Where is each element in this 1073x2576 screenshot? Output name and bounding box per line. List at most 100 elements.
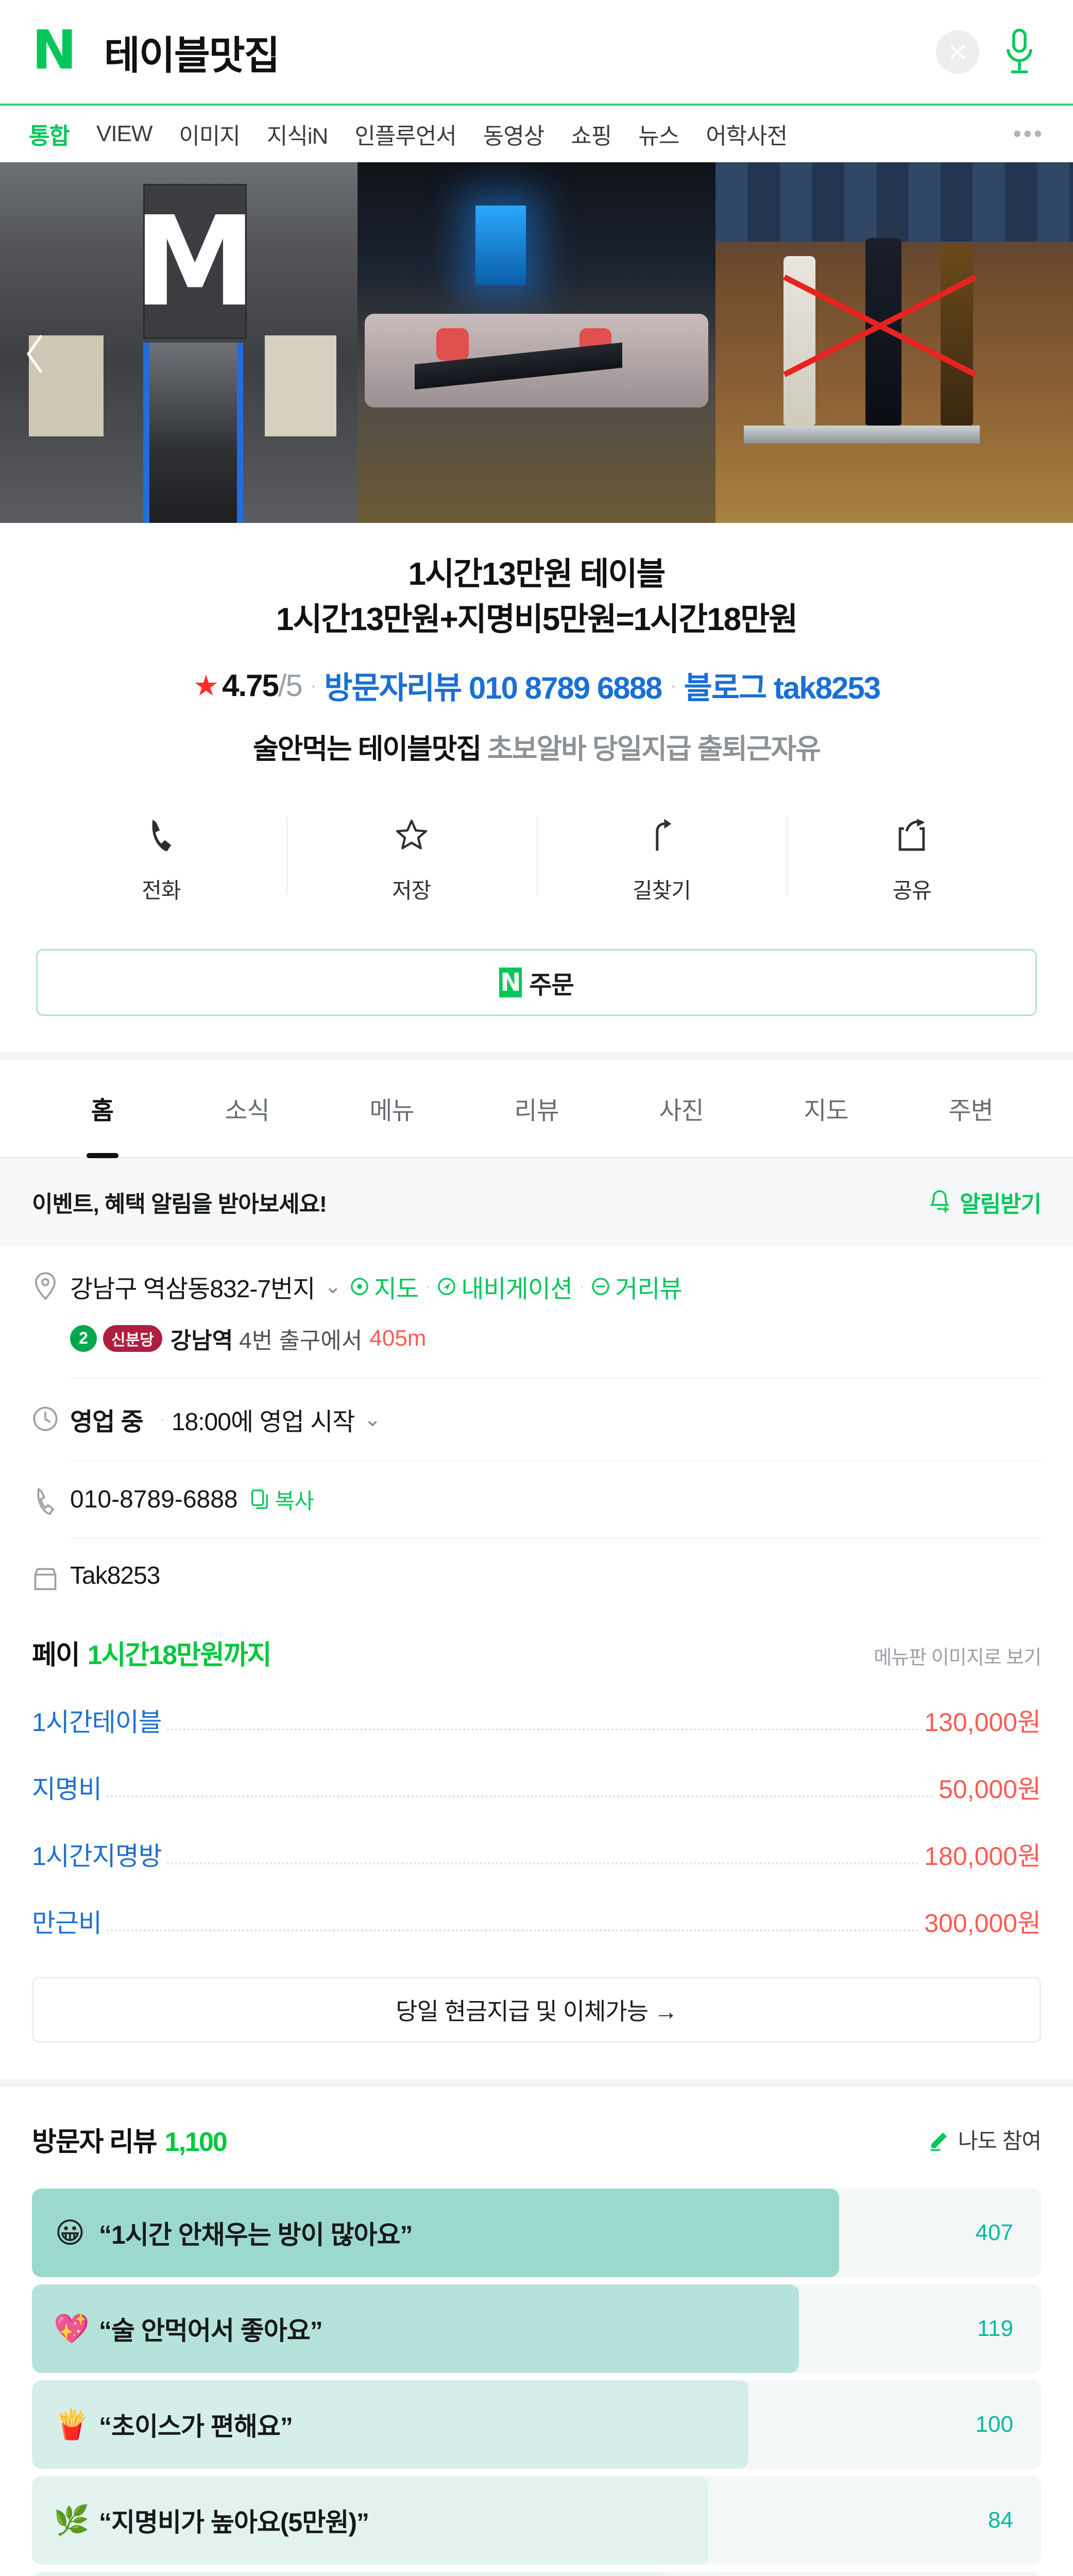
same-day-cash-button[interactable]: 당일 현금지급 및 이체가능 → <box>32 1976 1041 2043</box>
star-icon: ★ <box>193 669 219 702</box>
tab-home[interactable]: 홈 <box>30 1060 175 1157</box>
more-tabs-button[interactable]: ••• <box>1013 120 1044 147</box>
action-button-row: 전화 저장 길찾기 공유 <box>0 801 1073 910</box>
call-button[interactable]: 전화 <box>36 801 286 910</box>
gallery-photo-1[interactable] <box>0 162 358 523</box>
keyword-bar-fill <box>32 2380 748 2469</box>
keyword-text: “초이스가 편해요” <box>99 2412 293 2441</box>
tab-dictionary[interactable]: 어학사전 <box>706 123 788 149</box>
row-divider <box>70 1460 1041 1461</box>
visitor-review-label: 방문자 리뷰 <box>32 2127 158 2157</box>
place-info-list: 강남구 역삼동832-7번지 ⌄ 지도 · 내비게이션 · 거리뷰 2 <box>0 1246 1073 1596</box>
save-button-label: 저장 <box>391 878 431 903</box>
gallery-photo-2[interactable] <box>357 162 716 523</box>
separator-dot: · <box>670 674 676 697</box>
naver-logo[interactable]: N <box>32 18 77 81</box>
map-link[interactable]: 지도 <box>350 1268 419 1304</box>
subscribe-alert-label: 알림받기 <box>960 1191 1042 1217</box>
map-pin-icon <box>351 1278 368 1295</box>
save-button[interactable]: 저장 <box>286 801 537 910</box>
tab-view[interactable]: VIEW <box>96 121 152 146</box>
visitor-review-title: 방문자 리뷰 1,100 <box>32 2120 228 2159</box>
bottle <box>941 245 973 426</box>
chevron-down-icon[interactable]: ⌄ <box>324 1275 342 1298</box>
clear-search-button[interactable] <box>936 30 979 74</box>
copy-phone-button[interactable]: 복사 <box>249 1484 314 1515</box>
menuboard-image-link[interactable]: 메뉴판 이미지로 보기 <box>874 1647 1042 1669</box>
pay-label: 페이 <box>32 1640 80 1670</box>
menu-name: 1시간테이블 <box>32 1707 162 1737</box>
photo-detail <box>715 162 1073 242</box>
tab-kin[interactable]: 지식iN <box>266 123 329 149</box>
directions-button[interactable]: 길찾기 <box>536 801 787 910</box>
place-title-line2: 1시간13만원+지명비5만원=1시간18만원 <box>276 602 798 638</box>
tab-nearby[interactable]: 주변 <box>948 1097 993 1125</box>
review-keyword-row[interactable]: 🌿 “지명비가 높아요(5만원)” 84 <box>32 2476 1041 2565</box>
photo-detail <box>28 335 104 436</box>
phone-number[interactable]: 010-8789-6888 <box>70 1485 238 1513</box>
dotted-leader <box>166 1862 919 1865</box>
rating-score: 4.75 <box>222 668 279 703</box>
join-review-button[interactable]: 나도 참여 <box>928 2124 1042 2155</box>
visitor-review-link[interactable]: 방문자리뷰 010 8789 6888 <box>324 671 662 706</box>
place-title-line1: 1시간13만원 테이블 <box>408 556 666 592</box>
naver-badge-icon: N <box>499 967 522 997</box>
rating-row: ★ 4.75 /5 · 방문자리뷰 010 8789 6888 · 블로그 ta… <box>36 663 1037 708</box>
menu-row: 1시간지명방 180,000원 <box>32 1836 1041 1873</box>
share-icon <box>895 810 929 860</box>
order-button[interactable]: N 주문 <box>36 948 1037 1016</box>
tab-integrated[interactable]: 통합 <box>29 123 70 149</box>
keyword-emoji-icon: 🍟 <box>54 2408 90 2441</box>
streetview-icon <box>592 1278 609 1295</box>
review-keyword-row[interactable]: 😀 “1시간 안채우는 방이 많아요” 407 <box>32 2188 1041 2277</box>
gallery-photo-3[interactable] <box>715 162 1073 523</box>
place-tab-bar: 홈 소식 메뉴 리뷰 사진 지도 주변 <box>0 1060 1073 1158</box>
voice-search-button[interactable] <box>998 25 1041 79</box>
subscribe-alert-button[interactable]: 알림받기 <box>928 1185 1042 1218</box>
dotted-leader <box>107 1795 934 1798</box>
share-button[interactable]: 공유 <box>787 801 1037 910</box>
blog-link[interactable]: 블로그 tak8253 <box>684 671 881 706</box>
cushion <box>436 328 469 361</box>
keyword-bar-fill <box>32 2284 799 2373</box>
storefront-sign <box>143 184 247 339</box>
keyword-text: “1시간 안채우는 방이 많아요” <box>99 2220 413 2249</box>
photo-gallery[interactable] <box>0 162 1073 523</box>
tab-influencer[interactable]: 인플루언서 <box>354 123 456 149</box>
room-screen <box>475 206 526 285</box>
tab-photo[interactable]: 사진 <box>659 1097 704 1125</box>
call-button-label: 전화 <box>142 878 181 903</box>
microphone-icon <box>1007 28 1032 73</box>
tab-shopping[interactable]: 쇼핑 <box>571 123 612 149</box>
review-keyword-row[interactable]: 🍟 “초이스가 편해요” 100 <box>32 2380 1041 2469</box>
photo-detail <box>264 335 336 436</box>
menu-name: 1시간지명방 <box>32 1841 162 1871</box>
chevron-down-icon[interactable]: ⌄ <box>364 1408 381 1431</box>
tab-map[interactable]: 지도 <box>804 1097 848 1125</box>
tab-menu[interactable]: 메뉴 <box>369 1097 414 1125</box>
tab-news[interactable]: 뉴스 <box>638 123 679 149</box>
clock-icon <box>32 1401 70 1436</box>
tab-news[interactable]: 소식 <box>225 1097 269 1125</box>
open-time: 18:00에 영업 시작 <box>171 1408 355 1436</box>
directions-button-label: 길찾기 <box>632 878 691 903</box>
search-input[interactable]: 테이블맛집 <box>104 33 280 78</box>
tab-image[interactable]: 이미지 <box>179 123 240 149</box>
gallery-prev-button[interactable] <box>18 328 54 380</box>
navigation-link[interactable]: 내비게이션 <box>437 1268 573 1304</box>
section-divider <box>0 1052 1073 1060</box>
review-keyword-row[interactable]: 💖 “술 안먹어서 좋아요” 119 <box>32 2284 1041 2373</box>
place-subtitle: 술안먹는 테이블맛집 초보알바 당일지급 출퇴근자유 <box>36 731 1037 768</box>
pay-title: 페이 1시간18만원까지 <box>32 1633 271 1672</box>
tab-video[interactable]: 동영상 <box>483 123 544 149</box>
streetview-link[interactable]: 거리뷰 <box>591 1268 683 1304</box>
page-title: 1시간13만원 테이블 1시간13만원+지명비5만원=1시간18만원 <box>36 552 1037 642</box>
tab-review[interactable]: 리뷰 <box>514 1097 559 1125</box>
subtitle-dim: 초보알바 당일지급 출퇴근자유 <box>487 734 821 765</box>
hours-row: 영업 중 · 18:00에 영업 시작 ⌄ <box>32 1379 1041 1461</box>
photo-detail <box>744 426 980 444</box>
place-header: 1시간13만원 테이블 1시간13만원+지명비5만원=1시간18만원 ★ 4.7… <box>0 523 1073 768</box>
pencil-icon <box>930 2132 947 2151</box>
review-keyword-row[interactable]: 🍚 “늦은 새벽까지 손님 많아요” 59 <box>32 2571 1041 2576</box>
menu-price: 180,000원 <box>924 1841 1041 1871</box>
